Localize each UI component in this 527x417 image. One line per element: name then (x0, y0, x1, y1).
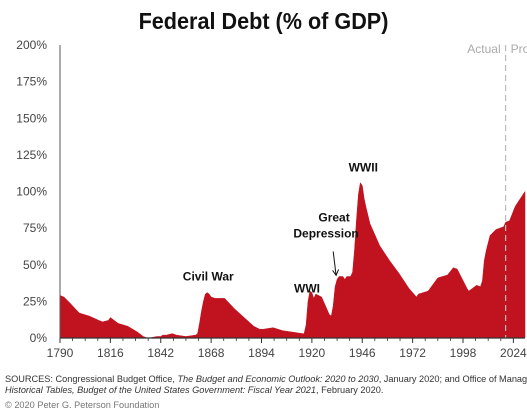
annotation-label: Civil War (183, 270, 234, 284)
y-axis: 0% 25% 50% 75% 100% 125% 150% 175% 200% (16, 38, 47, 345)
depression-arrow (332, 251, 337, 276)
actual-label: Actual (467, 42, 500, 56)
source-middle: , January 2020; and Office of Manag (378, 374, 527, 384)
x-tick-label: 1920 (299, 346, 326, 360)
x-tick-label: 1816 (97, 346, 124, 360)
chart-title: Federal Debt (% of GDP) (138, 8, 389, 34)
annotation-label: WWII (349, 161, 378, 175)
arrow-head (332, 269, 340, 277)
projected-label: Pro (511, 42, 527, 56)
x-tick-label: 2024 (500, 346, 527, 360)
source-suffix: , February 2020. (316, 385, 384, 395)
annotations: Civil War WWI Great Depression WWII (183, 161, 378, 296)
x-tick-label: 1790 (47, 346, 74, 360)
y-tick-label: 0% (30, 331, 48, 345)
x-tick-label: 1998 (450, 346, 477, 360)
y-tick-label: 200% (16, 38, 47, 52)
annotation-label: WWI (294, 281, 320, 295)
source-title-1: The Budget and Economic Outlook: 2020 to… (177, 374, 379, 384)
y-tick-label: 100% (16, 185, 47, 199)
source-prefix: SOURCES: Congressional Budget Office, (5, 374, 178, 384)
y-tick-label: 25% (23, 294, 47, 308)
x-tick-label: 1842 (147, 346, 174, 360)
debt-chart: 0% 25% 50% 75% 100% 125% 150% 175% 200% Actual Pr… (16, 38, 527, 360)
source-title-2: Historical Tables, Budget of the United … (5, 385, 317, 395)
annotation-label: Depression (293, 226, 358, 240)
x-tick-label: 1868 (198, 346, 225, 360)
y-tick-label: 175% (16, 75, 47, 89)
annotation-label: Great (318, 210, 349, 224)
source-note: SOURCES: Congressional Budget Office, Th… (5, 374, 527, 396)
y-tick-label: 75% (23, 221, 47, 235)
plot-area: Actual Pro (59, 42, 527, 339)
x-tick-label: 1972 (399, 346, 426, 360)
y-tick-label: 50% (23, 258, 47, 272)
y-tick-label: 150% (16, 111, 47, 125)
copyright: © 2020 Peter G. Peterson Foundation (5, 400, 160, 410)
y-tick-label: 125% (16, 148, 47, 162)
debt-area (59, 182, 526, 339)
x-axis: 1790 1816 1842 1868 1894 1920 1946 1972 1998 2024 (47, 337, 527, 360)
x-tick-label: 1946 (349, 346, 376, 360)
x-tick-label: 1894 (248, 346, 275, 360)
